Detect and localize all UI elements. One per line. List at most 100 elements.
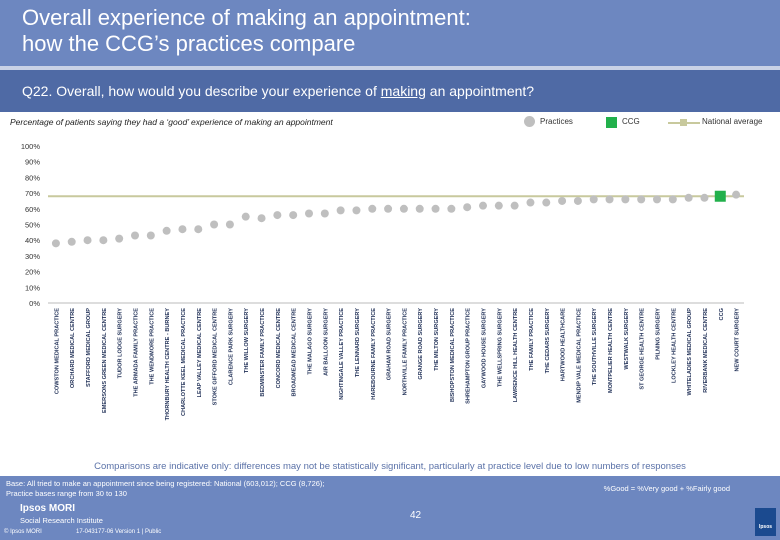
- category-label: NIGHTINGALE VALLEY PRACTICE: [339, 308, 345, 400]
- category-label: STAFFORD MEDICAL GROUP: [86, 308, 92, 387]
- page-number: 42: [410, 510, 422, 521]
- category-label: ST GEORGE HEALTH CENTRE: [640, 308, 646, 390]
- category-label: THE WILLOW SURGERY: [244, 308, 250, 373]
- practice-point: [542, 198, 551, 207]
- practice-point: [447, 204, 456, 213]
- category-label: AIR BALLOON SURGERY: [323, 308, 329, 376]
- category-label: THE LENNARD SURGERY: [355, 308, 361, 377]
- brand-subtitle: Social Research Institute: [20, 516, 103, 525]
- y-tick-label: 60%: [25, 205, 40, 214]
- category-label: RIVERBANK MEDICAL CENTRE: [703, 308, 709, 393]
- legend-ccg-label: CCG: [622, 117, 640, 126]
- y-tick-label: 70%: [25, 189, 40, 198]
- practice-point: [51, 239, 60, 248]
- practice-point: [273, 211, 282, 220]
- legend-ccg-marker: [606, 117, 617, 128]
- practice-point: [210, 220, 219, 229]
- category-label: LEAP VALLEY MEDICAL CENTRE: [197, 308, 203, 398]
- practice-point: [526, 198, 535, 207]
- footnote: Comparisons are indicative only: differe…: [94, 461, 686, 472]
- category-label: LOCKLEY HEALTH CENTRE: [671, 308, 677, 383]
- y-tick-label: 90%: [25, 158, 40, 167]
- y-tick-label: 100%: [21, 142, 41, 151]
- category-label: PILNING SURGERY: [656, 308, 662, 360]
- practice-point: [637, 195, 646, 204]
- practice-point: [510, 201, 519, 210]
- good-formula: %Good = %Very good + %Fairly good: [603, 484, 730, 493]
- practice-point: [700, 193, 709, 202]
- practice-point: [415, 204, 424, 213]
- version-label: 17-043177-06 Version 1 | Public: [76, 529, 162, 535]
- copyright: © Ipsos MORI: [4, 529, 42, 535]
- category-label: THE CEDARS SURGERY: [545, 308, 551, 374]
- question-underlined: making: [380, 83, 426, 99]
- y-tick-label: 80%: [25, 173, 40, 182]
- category-label: NEW COURT SURGERY: [735, 308, 741, 372]
- category-label: GRAHAM ROAD SURGERY: [387, 308, 393, 380]
- practice-point: [289, 211, 298, 220]
- legend-national-label: National average: [702, 117, 763, 126]
- practice-point: [131, 231, 139, 240]
- category-label: MONTPELIER HEALTH CENTRE: [608, 308, 614, 393]
- practice-point: [479, 201, 487, 210]
- category-label: CLARENCE PARK SURGERY: [228, 308, 234, 385]
- category-label: THE WENDMORE PRACTICE: [149, 308, 155, 385]
- category-label: THORNBURY HEALTH CENTRE - BURNEY: [165, 308, 171, 421]
- practice-point: [83, 236, 92, 245]
- category-label: THE SOUTHVILLE SURGERY: [592, 308, 598, 385]
- category-label: THE ARMADA FAMILY PRACTICE: [134, 308, 140, 397]
- practice-point: [225, 220, 234, 229]
- question-text: Q22. Overall, how would you describe you…: [22, 83, 534, 99]
- category-label: CHARLOTTE KEEL MEDICAL PRACTICE: [181, 308, 187, 416]
- category-label: ORCHARD MEDICAL CENTRE: [70, 308, 76, 388]
- slide-title: Overall experience of making an appointm…: [22, 5, 471, 57]
- category-label: BROADMEAD MEDICAL CENTRE: [292, 308, 298, 397]
- legend-practices-marker: [524, 116, 535, 127]
- category-label: MENDIP VALE MEDICAL PRACTICE: [576, 308, 582, 403]
- practice-point: [320, 209, 329, 218]
- question-suffix: an appointment?: [425, 83, 535, 99]
- y-tick-label: 0%: [29, 299, 40, 308]
- practice-point: [257, 214, 266, 223]
- practice-point: [431, 204, 440, 213]
- category-label: THE WELLSPRING SURGERY: [497, 308, 503, 387]
- slide-title-line1: Overall experience of making an appointm…: [22, 5, 471, 30]
- practice-point: [732, 190, 741, 199]
- practice-point: [162, 226, 171, 235]
- category-label: EMERSONS GREEN MEDICAL CENTRE: [102, 308, 108, 413]
- ipsos-logo: Ipsos: [755, 508, 776, 536]
- base-note-line2: Practice bases range from 30 to 130: [6, 489, 127, 498]
- ccg-marker: [714, 190, 726, 202]
- category-label: CONCORD MEDICAL CENTRE: [276, 308, 282, 389]
- practice-point: [573, 196, 582, 205]
- practice-point: [684, 193, 693, 202]
- practice-point: [336, 206, 345, 215]
- category-label: SHREHAMPTON GROUP PRACTICE: [466, 308, 472, 404]
- base-note-line1: Base: All tried to make an appointment s…: [6, 479, 325, 488]
- practice-point: [605, 195, 614, 204]
- category-label: WHITELADIES MEDICAL GROUP: [687, 308, 693, 396]
- base-note: Base: All tried to make an appointment s…: [6, 479, 406, 499]
- practice-point: [494, 201, 503, 210]
- practice-point: [352, 206, 361, 215]
- practice-point: [368, 204, 377, 213]
- y-tick-label: 30%: [25, 252, 40, 261]
- practice-point: [653, 195, 661, 204]
- legend-national-marker: [668, 119, 700, 126]
- practice-point: [384, 204, 393, 213]
- category-label: COWSTON MEDICAL PRACTICE: [54, 308, 60, 394]
- question-banner: Q22. Overall, how would you describe you…: [0, 70, 780, 112]
- practice-point: [305, 209, 313, 218]
- practice-point: [67, 237, 76, 246]
- practice-point: [99, 236, 108, 245]
- y-tick-label: 10%: [25, 283, 40, 292]
- category-label: STOKE GIFFORD MEDICAL CENTRE: [213, 308, 219, 406]
- practice-point: [241, 212, 250, 221]
- category-label: BEDMINSTER FAMILY PRACTICE: [260, 308, 266, 397]
- category-label: GAYWOOD HOUSE SURGERY: [482, 308, 488, 388]
- category-label: THE MALAGO SURGERY: [308, 308, 314, 375]
- category-label: CCG: [719, 308, 725, 320]
- brand-name: Ipsos MORI: [20, 503, 76, 514]
- category-label: NORTHVILLE FAMILY PRACTICE: [402, 308, 408, 396]
- practice-point: [589, 195, 598, 204]
